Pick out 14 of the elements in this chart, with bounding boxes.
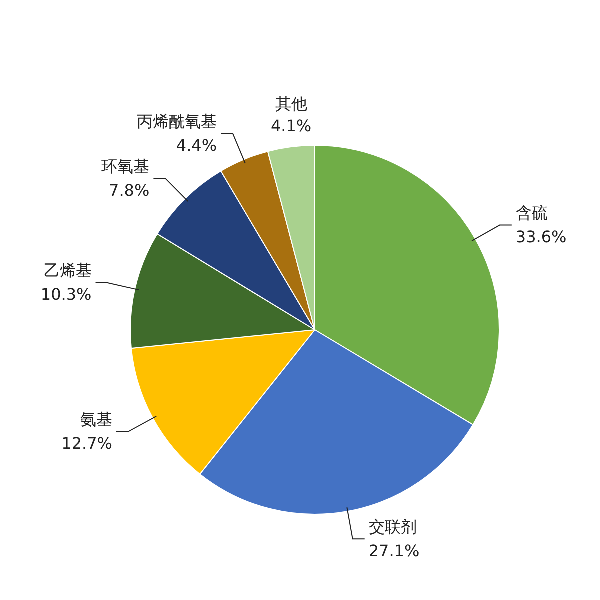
slice-label: 其他 (275, 94, 308, 114)
data-label: 10.3% (40, 285, 92, 304)
data-label: 7.8% (109, 180, 150, 200)
data-label: 12.7% (62, 434, 112, 453)
slice-label: 交联剂 (368, 517, 417, 536)
data-label: 33.6% (516, 227, 567, 246)
slice-label: 乙烯基 (44, 261, 92, 280)
data-label: 4.1% (270, 116, 312, 136)
data-label: 4.4% (176, 136, 218, 156)
slice-label: 丙烯酰氧基 (137, 112, 218, 132)
slice-label: 环氧基 (102, 156, 150, 176)
slice-label: 氨基 (80, 410, 112, 429)
slice-label: 含硫 (516, 203, 548, 222)
data-label: 27.1% (368, 541, 420, 560)
